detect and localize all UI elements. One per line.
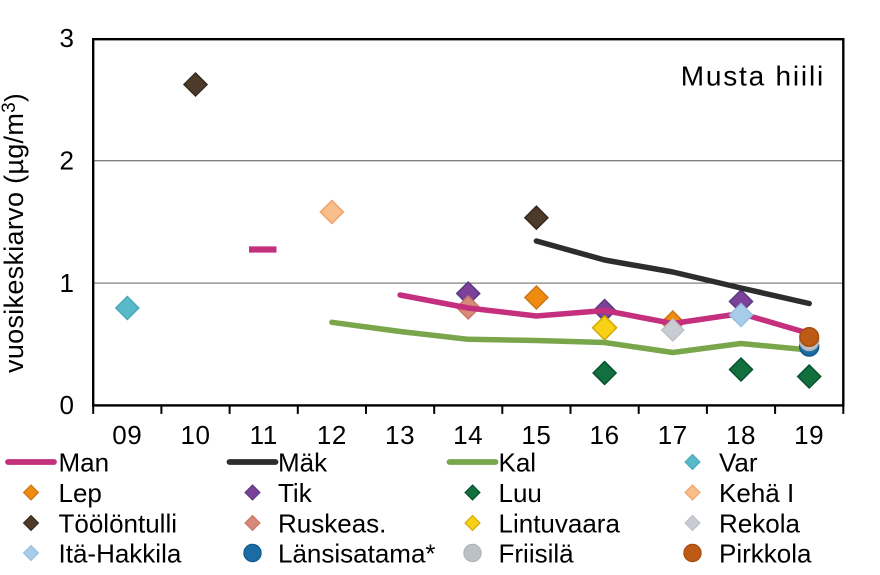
svg-text:Lintuvaara: Lintuvaara <box>499 508 621 538</box>
svg-text:2: 2 <box>60 146 74 176</box>
svg-text:Pirkkola: Pirkkola <box>719 538 812 568</box>
svg-text:09: 09 <box>112 420 142 450</box>
svg-text:1: 1 <box>60 268 74 298</box>
svg-text:vuosikeskiarvo (µg/m3): vuosikeskiarvo (µg/m3) <box>0 93 29 373</box>
svg-text:Tik: Tik <box>278 478 313 508</box>
svg-text:14: 14 <box>453 420 483 450</box>
svg-text:10: 10 <box>180 420 210 450</box>
svg-text:Rekola: Rekola <box>719 508 800 538</box>
svg-text:Man: Man <box>59 447 110 477</box>
svg-text:Ruskeas.: Ruskeas. <box>278 508 386 538</box>
svg-text:16: 16 <box>590 420 620 450</box>
svg-text:Lep: Lep <box>59 478 102 508</box>
svg-text:15: 15 <box>521 420 551 450</box>
svg-text:Kal: Kal <box>499 447 537 477</box>
svg-text:0: 0 <box>60 390 74 420</box>
svg-text:Töölöntulli: Töölöntulli <box>59 508 178 538</box>
svg-text:Kehä I: Kehä I <box>719 478 794 508</box>
svg-text:Luu: Luu <box>499 478 542 508</box>
svg-text:Länsisatama*: Länsisatama* <box>278 538 436 568</box>
svg-text:11: 11 <box>250 420 278 450</box>
svg-text:17: 17 <box>658 420 688 450</box>
svg-text:12: 12 <box>317 420 347 450</box>
svg-text:Itä-Hakkila: Itä-Hakkila <box>59 538 182 568</box>
svg-text:Friisilä: Friisilä <box>499 538 575 568</box>
svg-text:13: 13 <box>385 420 415 450</box>
svg-text:Var: Var <box>719 447 758 477</box>
svg-text:19: 19 <box>794 420 824 450</box>
svg-text:Mäk: Mäk <box>278 447 328 477</box>
svg-text:3: 3 <box>60 23 74 53</box>
svg-text:Musta hiili: Musta hiili <box>681 61 825 92</box>
svg-text:18: 18 <box>726 420 756 450</box>
